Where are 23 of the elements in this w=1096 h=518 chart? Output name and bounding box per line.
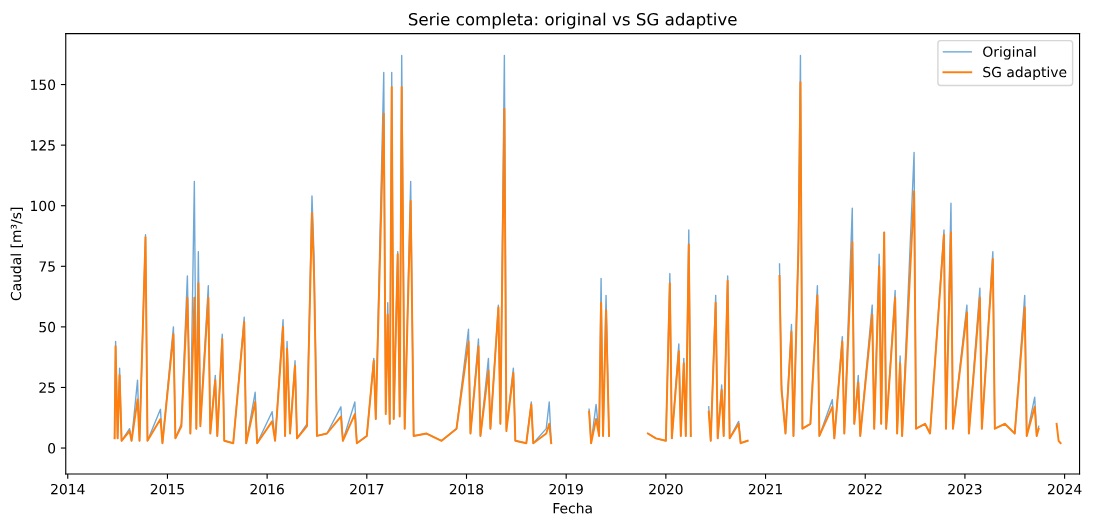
y-axis-title: Caudal [m³/s] bbox=[10, 207, 23, 301]
y-tick-label: 100 bbox=[31, 200, 56, 212]
x-tick-label: 2014 bbox=[51, 483, 85, 495]
x-axis-title: Fecha bbox=[553, 502, 592, 514]
y-tick-label: 0 bbox=[48, 443, 56, 454]
x-tick-label: 2018 bbox=[449, 483, 484, 495]
x-tick-label: 2022 bbox=[848, 483, 882, 495]
x-tick-label: 2016 bbox=[250, 483, 284, 495]
y-tick-label: 50 bbox=[39, 321, 56, 333]
x-tick-label: 2019 bbox=[549, 483, 583, 495]
legend-label: Original bbox=[983, 46, 1036, 60]
chart-title: Serie completa: original vs SG adaptive bbox=[408, 12, 737, 29]
x-tick-label: 2023 bbox=[948, 483, 982, 495]
legend-label: SG adaptive bbox=[983, 66, 1067, 80]
x-tick-label: 2020 bbox=[649, 483, 683, 495]
y-tick-label: 125 bbox=[31, 140, 55, 151]
y-tick-label: 150 bbox=[31, 79, 56, 91]
x-tick-label: 2024 bbox=[1047, 483, 1082, 495]
x-tick-label: 2015 bbox=[150, 483, 184, 495]
x-tick-label: 2017 bbox=[350, 483, 384, 495]
y-tick-label: 25 bbox=[39, 382, 55, 393]
y-tick-label: 75 bbox=[39, 261, 55, 272]
x-tick-label: 2021 bbox=[748, 483, 782, 495]
